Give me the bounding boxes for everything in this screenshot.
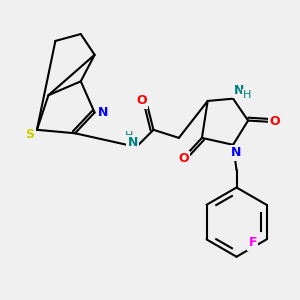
Text: H: H: [125, 130, 134, 141]
Text: N: N: [231, 146, 242, 159]
Text: N: N: [234, 84, 244, 97]
Text: O: O: [178, 152, 189, 165]
Text: N: N: [128, 136, 138, 149]
Text: N: N: [98, 106, 108, 119]
Text: S: S: [26, 128, 34, 141]
Text: O: O: [269, 115, 280, 128]
Text: F: F: [248, 236, 257, 249]
Text: O: O: [136, 94, 147, 107]
Text: H: H: [243, 90, 251, 100]
